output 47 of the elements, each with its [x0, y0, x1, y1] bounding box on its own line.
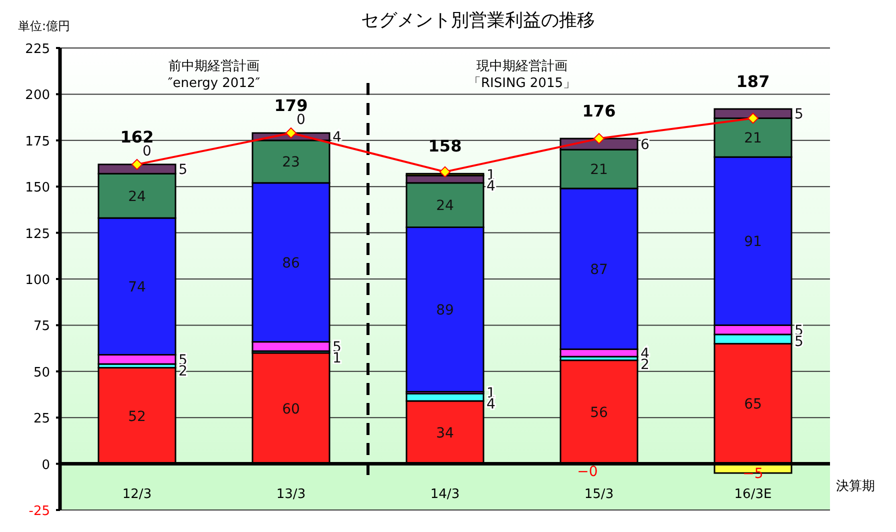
data-label: 21: [590, 162, 608, 178]
y-axis-title: 単位:億円: [18, 19, 70, 33]
annotation: 現中期経営計画: [476, 59, 568, 74]
data-label: 91: [744, 234, 762, 250]
data-label: 56: [590, 405, 608, 422]
data-label: 5: [178, 162, 188, 178]
y-tick-label: 25: [33, 412, 50, 427]
data-label: 74: [128, 279, 146, 296]
chart-title: セグメント別営業利益の推移: [361, 10, 595, 31]
x-tick-label: 13/3: [276, 486, 306, 502]
data-label: 60: [282, 401, 300, 418]
y-tick-label: -25: [28, 504, 50, 519]
y-tick-label: 225: [25, 42, 50, 57]
annotation: −0: [577, 464, 598, 480]
annotation: ″energy 2012″: [168, 76, 260, 91]
y-tick-label: 125: [25, 226, 50, 242]
x-tick-label: 15/3: [584, 486, 614, 502]
annotation: 「RISING 2015」: [468, 76, 576, 91]
x-tick-label: 12/3: [122, 486, 152, 502]
y-tick-label: 150: [25, 180, 50, 196]
data-label: 86: [282, 255, 300, 272]
data-label: 89: [436, 302, 454, 318]
x-tick-label: 14/3: [430, 486, 460, 502]
data-label: 34: [436, 425, 454, 442]
annotation: 0: [296, 112, 306, 128]
data-label: 24: [436, 198, 454, 214]
data-label: 52: [128, 408, 146, 425]
y-tick-label: 50: [33, 365, 50, 380]
data-label: 24: [128, 188, 146, 205]
annotation: 0: [142, 143, 152, 160]
data-label: 5: [794, 106, 804, 123]
data-label: 23: [282, 154, 300, 171]
y-tick-label: 0: [42, 458, 50, 473]
total-label: 187: [736, 72, 770, 91]
y-tick-label: 100: [25, 273, 50, 288]
data-label: 87: [590, 262, 608, 278]
data-label: 21: [744, 130, 762, 147]
y-tick-label: 75: [33, 319, 50, 334]
y-tick-label: 200: [25, 88, 50, 104]
total-label: 158: [428, 136, 462, 156]
total-label: 176: [582, 102, 616, 121]
x-axis-title: 決算期: [836, 478, 875, 494]
y-tick-label: 175: [25, 134, 50, 150]
x-tick-label: 16/3E: [734, 486, 772, 502]
annotation: 前中期経営計画: [168, 59, 260, 74]
data-label: 65: [744, 396, 762, 413]
data-label: 6: [640, 137, 650, 154]
